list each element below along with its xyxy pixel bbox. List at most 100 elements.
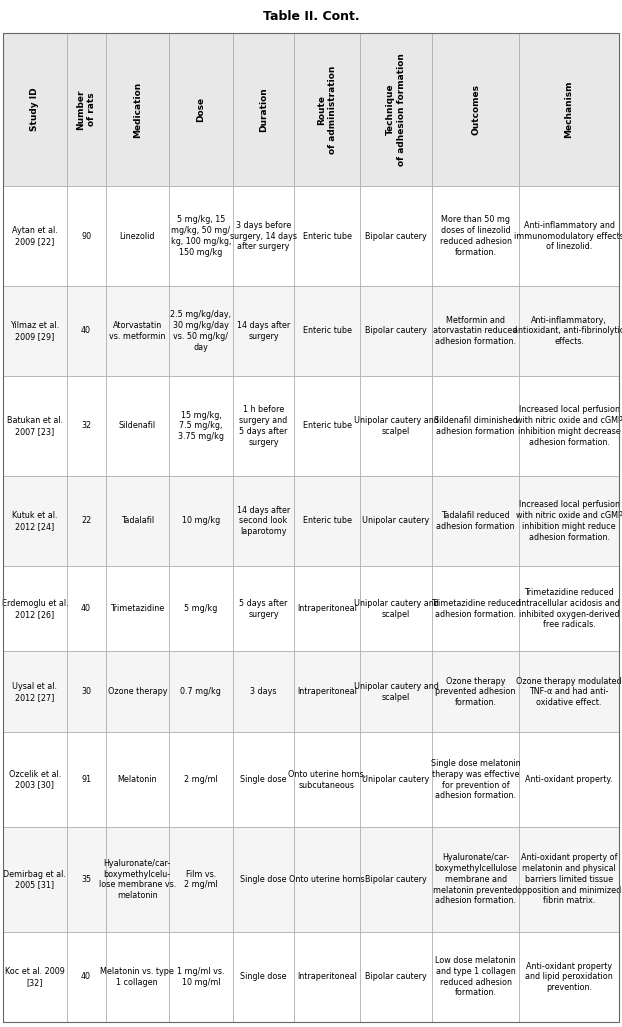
Text: Sildenafil diminished
adhesion formation: Sildenafil diminished adhesion formation [434, 416, 518, 435]
Bar [233, 186, 294, 286]
Bar [432, 33, 519, 186]
Bar [67, 566, 106, 651]
Bar [67, 651, 106, 732]
Bar [169, 566, 233, 651]
Text: 1 mg/ml vs.
10 mg/ml: 1 mg/ml vs. 10 mg/ml [177, 966, 225, 987]
Text: Uysal et al.
2012 [27]: Uysal et al. 2012 [27] [12, 682, 57, 701]
Bar [519, 286, 619, 376]
Text: Single dose melatonin
therapy was effective
for prevention of
adhesion formation: Single dose melatonin therapy was effect… [431, 759, 521, 800]
Text: Linezolid: Linezolid [119, 231, 155, 240]
Bar [432, 286, 519, 376]
Bar [432, 376, 519, 476]
Bar [432, 566, 519, 651]
Text: Bipolar cautery: Bipolar cautery [365, 973, 427, 981]
Text: Medication: Medication [133, 81, 142, 138]
Bar [233, 827, 294, 931]
Text: Increased local perfusion
with nitric oxide and cGMP
inhibition might decrease
a: Increased local perfusion with nitric ox… [516, 406, 622, 447]
Text: Low dose melatonin
and type 1 collagen
reduced adhesion
formation.: Low dose melatonin and type 1 collagen r… [435, 956, 516, 997]
Text: Erdemoglu et al.
2012 [26]: Erdemoglu et al. 2012 [26] [2, 599, 68, 618]
Bar [3, 651, 67, 732]
Bar [519, 732, 619, 827]
Text: Increased local perfusion
with nitric oxide and cGMP
inhibition might reduce
adh: Increased local perfusion with nitric ox… [516, 500, 622, 541]
Bar [360, 186, 432, 286]
Text: 35: 35 [81, 875, 91, 884]
Text: Melatonin: Melatonin [118, 775, 157, 785]
Bar [169, 286, 233, 376]
Bar [67, 931, 106, 1022]
Bar [67, 33, 106, 186]
Text: 1 h before
surgery and
5 days after
surgery: 1 h before surgery and 5 days after surg… [239, 406, 287, 447]
Bar [106, 827, 169, 931]
Bar [519, 476, 619, 566]
Bar [519, 376, 619, 476]
Bar [3, 476, 67, 566]
Text: Ozone therapy: Ozone therapy [108, 687, 167, 696]
Bar [169, 476, 233, 566]
Text: Single dose: Single dose [240, 875, 287, 884]
Bar [519, 651, 619, 732]
Bar [3, 732, 67, 827]
Bar [169, 186, 233, 286]
Bar [519, 186, 619, 286]
Text: Unipolar cautery: Unipolar cautery [363, 775, 430, 785]
Text: Single dose: Single dose [240, 775, 287, 785]
Text: 90: 90 [81, 231, 91, 240]
Text: 14 days after
surgery: 14 days after surgery [237, 321, 290, 341]
Text: Metformin and
atorvastatin reduced
adhesion formation.: Metformin and atorvastatin reduced adhes… [434, 315, 518, 346]
Bar [3, 931, 67, 1022]
Text: Anti-inflammatory and
immunomodulatory effects
of linezolid.: Anti-inflammatory and immunomodulatory e… [514, 221, 622, 252]
Text: 14 days after
second look
laparotomy: 14 days after second look laparotomy [237, 505, 290, 536]
Text: Demirbag et al.
2005 [31]: Demirbag et al. 2005 [31] [4, 870, 67, 889]
Text: 3 days: 3 days [250, 687, 277, 696]
Text: 3 days before
surgery, 14 days
after surgery: 3 days before surgery, 14 days after sur… [230, 221, 297, 252]
Bar [169, 651, 233, 732]
Text: Koc et al. 2009
[32]: Koc et al. 2009 [32] [5, 966, 65, 987]
Bar [106, 566, 169, 651]
Bar [67, 286, 106, 376]
Text: Hyaluronate/car-
boxymethylcellulose
membrane and
melatonin prevented
adhesion f: Hyaluronate/car- boxymethylcellulose mem… [434, 853, 518, 906]
Bar [106, 651, 169, 732]
Text: 15 mg/kg,
7.5 mg/kg,
3.75 mg/kg: 15 mg/kg, 7.5 mg/kg, 3.75 mg/kg [178, 411, 224, 442]
Text: Bipolar cautery: Bipolar cautery [365, 231, 427, 240]
Bar [169, 33, 233, 186]
Bar [169, 376, 233, 476]
Bar [3, 286, 67, 376]
Bar [360, 931, 432, 1022]
Text: Trimetazidine: Trimetazidine [110, 604, 164, 613]
Bar [360, 33, 432, 186]
Text: Unipolar cautery and
scalpel: Unipolar cautery and scalpel [353, 416, 439, 435]
Text: Duration: Duration [259, 87, 268, 131]
Text: Yilmaz et al.
2009 [29]: Yilmaz et al. 2009 [29] [11, 321, 60, 341]
Text: Anti-oxidant property
and lipid peroxidation
prevention.: Anti-oxidant property and lipid peroxida… [525, 961, 613, 992]
Bar [3, 376, 67, 476]
Text: Ozcelik et al.
2003 [30]: Ozcelik et al. 2003 [30] [9, 770, 61, 790]
Text: Number
of rats: Number of rats [77, 89, 96, 129]
Text: Unipolar cautery: Unipolar cautery [363, 517, 430, 526]
Text: Ozone therapy modulated
TNF-α and had anti-
oxidative effect.: Ozone therapy modulated TNF-α and had an… [516, 677, 622, 708]
Text: Aytan et al.
2009 [22]: Aytan et al. 2009 [22] [12, 226, 58, 245]
Text: 0.7 mg/kg: 0.7 mg/kg [180, 687, 221, 696]
Bar [233, 566, 294, 651]
Bar [233, 376, 294, 476]
Text: Enteric tube: Enteric tube [302, 517, 351, 526]
Bar [519, 33, 619, 186]
Text: Kutuk et al.
2012 [24]: Kutuk et al. 2012 [24] [12, 511, 58, 531]
Text: Bipolar cautery: Bipolar cautery [365, 327, 427, 336]
Bar [519, 827, 619, 931]
Text: Tadalafil reduced
adhesion formation: Tadalafil reduced adhesion formation [437, 511, 515, 531]
Bar [519, 566, 619, 651]
Text: Onto uterine horns,
subcutaneous: Onto uterine horns, subcutaneous [288, 770, 366, 790]
Bar [360, 376, 432, 476]
Text: 5 days after
surgery: 5 days after surgery [239, 599, 287, 618]
Bar [233, 33, 294, 186]
Bar [106, 286, 169, 376]
Bar [360, 566, 432, 651]
Text: 5 mg/kg: 5 mg/kg [184, 604, 218, 613]
Text: Dose: Dose [197, 97, 205, 122]
Bar [432, 732, 519, 827]
Bar [169, 732, 233, 827]
Text: Bipolar cautery: Bipolar cautery [365, 875, 427, 884]
Text: Intraperitoneal: Intraperitoneal [297, 973, 357, 981]
Bar [106, 376, 169, 476]
Bar [294, 931, 360, 1022]
